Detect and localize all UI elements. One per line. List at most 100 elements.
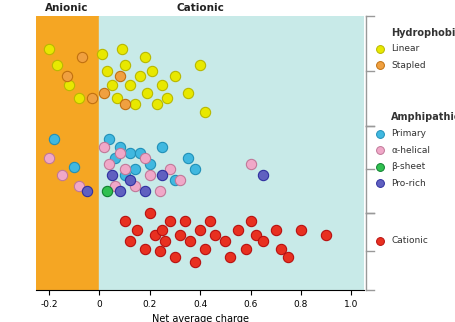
Point: [252, 232, 259, 238]
Point: [141, 156, 148, 161]
Point: [76, 96, 83, 101]
Point: [141, 246, 148, 251]
Text: Pro-rich: Pro-rich: [391, 179, 426, 187]
Point: [126, 238, 133, 243]
Text: α-helical: α-helical: [391, 146, 430, 155]
Point: [177, 178, 184, 183]
Point: [121, 63, 128, 68]
Text: β-sheet: β-sheet: [391, 162, 425, 171]
Point: [98, 52, 106, 57]
Point: [111, 156, 118, 161]
Point: [182, 219, 189, 224]
Point: [376, 180, 383, 185]
Point: [71, 164, 78, 169]
Point: [156, 249, 163, 254]
Point: [103, 68, 111, 73]
Point: [277, 246, 284, 251]
Text: Linear: Linear: [391, 44, 420, 53]
Point: [108, 172, 116, 177]
Point: [141, 189, 148, 194]
Point: [101, 145, 108, 150]
Point: [376, 131, 383, 137]
Point: [126, 82, 133, 87]
Point: [159, 82, 166, 87]
Point: [66, 82, 73, 87]
Point: [53, 63, 60, 68]
Point: [131, 167, 138, 172]
Bar: [36, 16, 99, 290]
Point: [116, 150, 123, 156]
Point: [58, 172, 65, 177]
Point: [247, 161, 254, 166]
Point: [111, 183, 118, 188]
Point: [167, 167, 174, 172]
Point: [116, 74, 123, 79]
Point: [298, 227, 305, 232]
Point: [141, 55, 148, 60]
Point: [151, 232, 158, 238]
Point: [131, 183, 138, 188]
Point: [63, 74, 70, 79]
Text: Cationic: Cationic: [176, 3, 224, 14]
Point: [202, 109, 209, 115]
Point: [164, 96, 171, 101]
Point: [172, 74, 179, 79]
Text: Amphipathic: Amphipathic: [391, 112, 455, 122]
Point: [76, 183, 83, 188]
Text: Anionic: Anionic: [45, 3, 88, 14]
Point: [118, 46, 126, 52]
Point: [126, 178, 133, 183]
Point: [177, 232, 184, 238]
Point: [161, 238, 168, 243]
Point: [106, 161, 113, 166]
Point: [78, 55, 86, 60]
Point: [156, 189, 163, 194]
Point: [376, 164, 383, 169]
Point: [121, 101, 128, 106]
Point: [159, 227, 166, 232]
Point: [146, 161, 153, 166]
Point: [108, 82, 116, 87]
Point: [234, 227, 242, 232]
Point: [121, 219, 128, 224]
Point: [146, 211, 153, 216]
Point: [167, 219, 174, 224]
Point: [136, 74, 143, 79]
Point: [116, 189, 123, 194]
X-axis label: Net average charge: Net average charge: [152, 314, 249, 322]
Point: [144, 90, 151, 95]
Point: [242, 246, 249, 251]
Point: [247, 219, 254, 224]
Point: [159, 145, 166, 150]
Point: [103, 189, 111, 194]
Point: [323, 232, 330, 238]
Point: [227, 254, 234, 260]
Point: [192, 260, 199, 265]
Point: [134, 227, 141, 232]
Point: [149, 68, 156, 73]
Point: [106, 137, 113, 142]
Point: [259, 238, 267, 243]
Point: [272, 227, 279, 232]
Point: [159, 172, 166, 177]
Point: [376, 46, 383, 52]
Point: [154, 101, 161, 106]
Bar: [99, 16, 364, 290]
Point: [121, 167, 128, 172]
Point: [184, 156, 191, 161]
Point: [207, 219, 214, 224]
Point: [184, 90, 191, 95]
Text: Cationic: Cationic: [391, 236, 428, 245]
Point: [46, 46, 53, 52]
Point: [172, 254, 179, 260]
Point: [126, 150, 133, 156]
Point: [101, 90, 108, 95]
Point: [131, 101, 138, 106]
Point: [172, 178, 179, 183]
Point: [146, 172, 153, 177]
Text: Stapled: Stapled: [391, 61, 426, 70]
Point: [259, 172, 267, 177]
Point: [222, 238, 229, 243]
Point: [83, 189, 91, 194]
Text: Primary: Primary: [391, 129, 426, 138]
